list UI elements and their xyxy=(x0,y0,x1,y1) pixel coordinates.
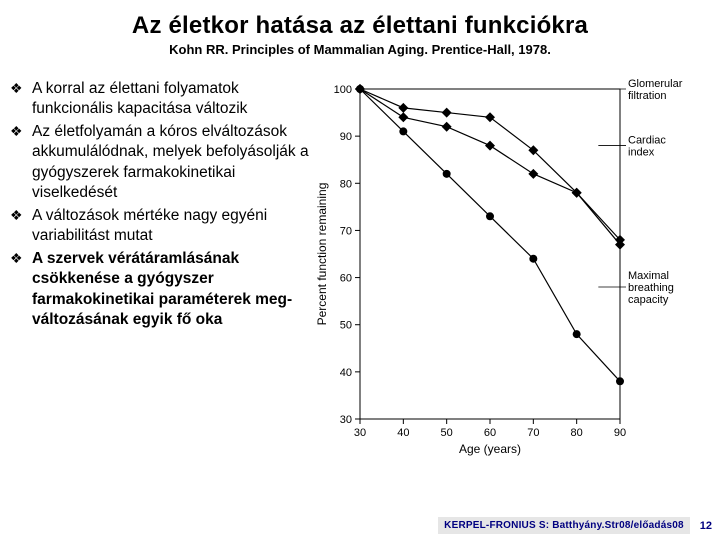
svg-text:Maximal: Maximal xyxy=(628,270,669,282)
svg-text:90: 90 xyxy=(614,427,626,439)
svg-text:60: 60 xyxy=(340,273,352,285)
svg-text:80: 80 xyxy=(340,178,352,190)
svg-text:70: 70 xyxy=(527,427,539,439)
svg-text:40: 40 xyxy=(340,367,352,379)
svg-text:breathing: breathing xyxy=(628,282,674,294)
list-item: A változások mértéke nagy egyéni variabi… xyxy=(8,206,312,247)
svg-text:Age (years): Age (years) xyxy=(459,442,521,456)
svg-text:70: 70 xyxy=(340,225,352,237)
list-item: A korral az élettani folyamatok funkcion… xyxy=(8,79,312,120)
svg-text:40: 40 xyxy=(397,427,409,439)
bullet-list: A korral az élettani folyamatok funkcion… xyxy=(8,79,312,459)
page-subtitle: Kohn RR. Principles of Mammalian Aging. … xyxy=(20,42,700,57)
svg-text:100: 100 xyxy=(334,84,352,96)
svg-text:Cardiac: Cardiac xyxy=(628,135,666,147)
svg-text:Glomerular: Glomerular xyxy=(628,79,683,90)
svg-text:90: 90 xyxy=(340,131,352,143)
footer-text: KERPEL-FRONIUS S: Batthyány.Str08/előadá… xyxy=(438,517,690,534)
svg-text:30: 30 xyxy=(354,427,366,439)
svg-text:index: index xyxy=(628,147,655,159)
svg-text:50: 50 xyxy=(340,320,352,332)
svg-text:Percent function remaining: Percent function remaining xyxy=(315,183,329,326)
svg-text:50: 50 xyxy=(441,427,453,439)
list-item: A szervek vérátáramlásának csökkenése a … xyxy=(8,249,312,331)
svg-text:filtration: filtration xyxy=(628,90,667,102)
svg-text:30: 30 xyxy=(340,414,352,426)
page-number: 12 xyxy=(700,520,712,532)
page-title: Az életkor hatása az élettani funkciókra xyxy=(20,12,700,40)
svg-text:capacity: capacity xyxy=(628,294,669,306)
svg-text:80: 80 xyxy=(571,427,583,439)
line-chart: 30 40 50 60 70 80 90 100 30 40 50 60 70 80 90 Age (year… xyxy=(312,79,712,459)
list-item: Az életfolyamán a kóros elváltozások akk… xyxy=(8,122,312,204)
footer: KERPEL-FRONIUS S: Batthyány.Str08/előadá… xyxy=(438,517,712,534)
svg-text:60: 60 xyxy=(484,427,496,439)
